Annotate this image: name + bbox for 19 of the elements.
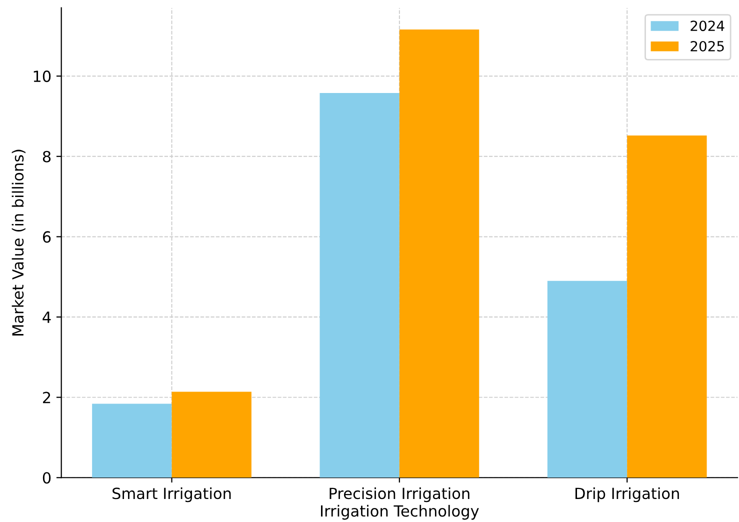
y-axis-title: Market Value (in billions)	[12, 150, 26, 336]
bar	[627, 136, 707, 478]
bar	[547, 280, 628, 478]
x-tick-label: Drip Irrigation	[575, 487, 679, 502]
x-tick-label: Precision Irrigation	[330, 487, 470, 502]
y-tick-label: 2	[43, 392, 50, 404]
y-tick-label: 10	[34, 70, 51, 82]
bar	[399, 30, 480, 478]
x-axis-title: Irrigation Technology	[321, 504, 479, 520]
legend-label: 2025	[690, 40, 724, 52]
bar	[320, 92, 400, 478]
y-tick-label: 4	[42, 312, 51, 323]
bar	[172, 392, 252, 478]
legend-label: 2024	[690, 20, 724, 32]
y-tick-label: 6	[42, 231, 51, 243]
bar	[92, 404, 172, 478]
x-tick-label: Smart Irrigation	[112, 487, 231, 502]
y-tick-label: 8	[42, 150, 51, 162]
y-tick-label: 0	[42, 472, 51, 484]
